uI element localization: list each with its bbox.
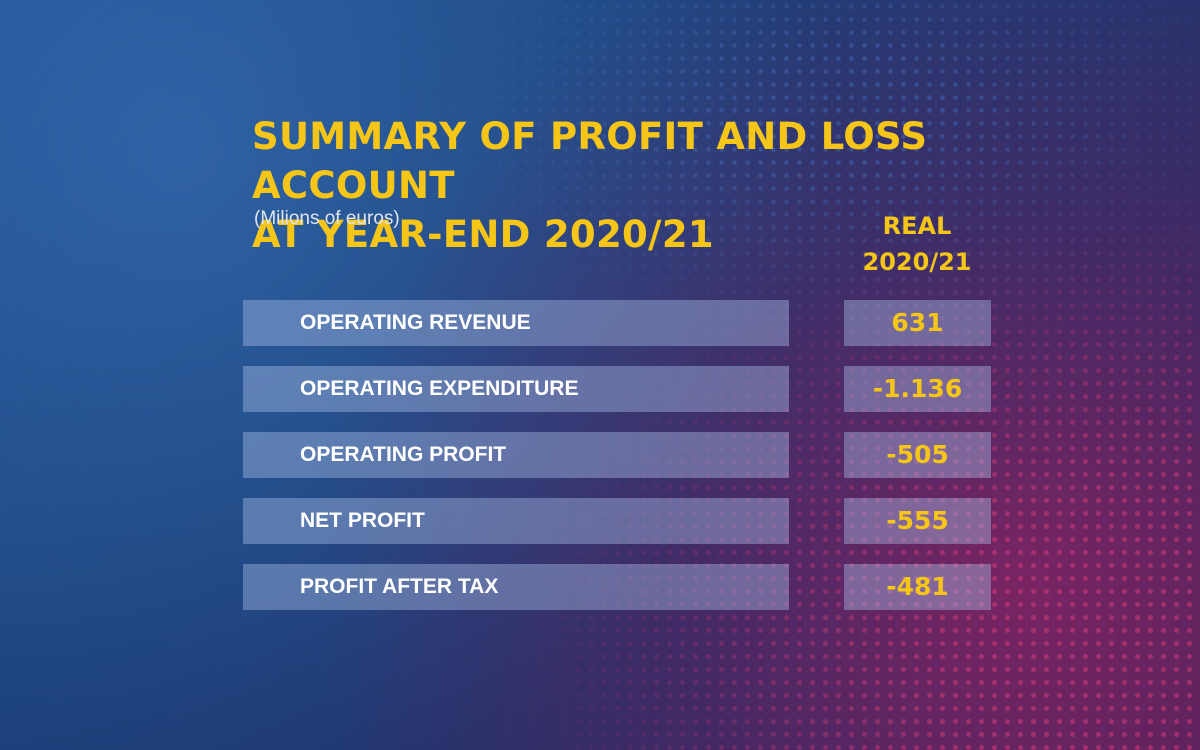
units-subtitle: (Milions of euros) <box>254 208 400 229</box>
row-label: OPERATING REVENUE <box>300 311 531 334</box>
row-value: -555 <box>886 506 949 535</box>
row-label-cell: OPERATING PROFIT <box>243 432 789 478</box>
table-row: OPERATING EXPENDITURE -1.136 <box>0 366 1200 412</box>
row-value: -1.136 <box>872 374 963 403</box>
row-value: -505 <box>886 440 949 469</box>
table-row: PROFIT AFTER TAX -481 <box>0 564 1200 610</box>
row-label: PROFIT AFTER TAX <box>300 575 499 598</box>
table-row: NET PROFIT -555 <box>0 498 1200 544</box>
table-row: OPERATING REVENUE 631 <box>0 300 1200 346</box>
row-value: -481 <box>886 572 949 601</box>
row-label: OPERATING PROFIT <box>300 443 507 466</box>
column-header-line-2: 2020/21 <box>862 248 972 276</box>
title-line-1: SUMMARY OF PROFIT AND LOSS ACCOUNT <box>252 115 928 207</box>
row-value-cell: -1.136 <box>844 366 991 412</box>
row-label-cell: NET PROFIT <box>243 498 789 544</box>
row-value-cell: -505 <box>844 432 991 478</box>
row-label-cell: PROFIT AFTER TAX <box>243 564 789 610</box>
row-value: 631 <box>891 308 944 337</box>
chart-title: SUMMARY OF PROFIT AND LOSS ACCOUNT AT YE… <box>252 112 1012 259</box>
row-label-cell: OPERATING REVENUE <box>243 300 789 346</box>
column-header-line-1: REAL <box>882 212 952 240</box>
row-label: NET PROFIT <box>300 509 425 532</box>
table-row: OPERATING PROFIT -505 <box>0 432 1200 478</box>
column-header: REAL 2020/21 <box>843 208 991 280</box>
row-value-cell: -481 <box>844 564 991 610</box>
title-line-2: AT YEAR-END 2020/21 <box>252 213 714 256</box>
row-value-cell: -555 <box>844 498 991 544</box>
row-value-cell: 631 <box>844 300 991 346</box>
row-label: OPERATING EXPENDITURE <box>300 377 579 400</box>
row-label-cell: OPERATING EXPENDITURE <box>243 366 789 412</box>
